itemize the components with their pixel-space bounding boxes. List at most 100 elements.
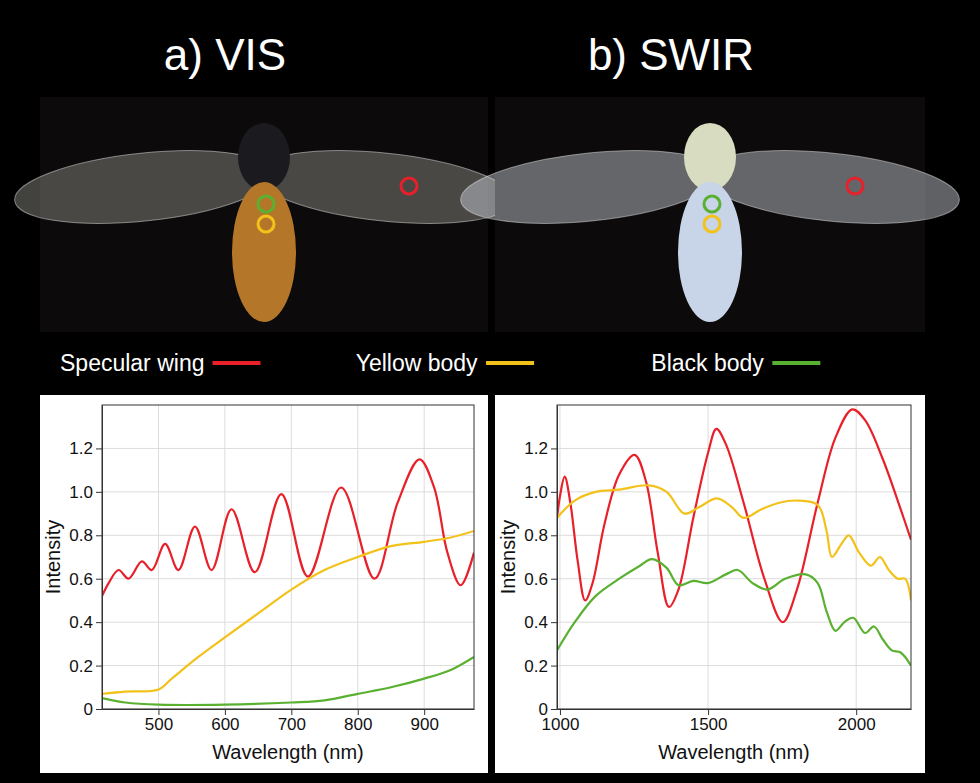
tick-label: 0.4 (524, 613, 548, 632)
sample-marker (847, 178, 863, 194)
panel-title: a) VIS (164, 30, 286, 79)
tick-mark (551, 666, 557, 667)
tick: 0.2 (69, 657, 102, 676)
x-axis: 100015002000 (542, 709, 912, 734)
tick-mark (551, 492, 557, 493)
grid-line (557, 665, 911, 666)
tick-label: 0.6 (69, 570, 93, 589)
grid-line (557, 448, 911, 449)
tick-mark (551, 535, 557, 536)
tick-mark (551, 622, 557, 623)
thorax (684, 123, 736, 191)
tick-label: 0 (84, 700, 93, 719)
tick-mark (551, 709, 557, 710)
tick-label: 800 (344, 715, 372, 734)
legend-label: Black body (651, 350, 764, 376)
tick-label: 700 (278, 715, 306, 734)
tick: 0.2 (524, 657, 557, 676)
y-axis-title: Intensity (42, 520, 64, 594)
tick: 0 (539, 700, 557, 719)
grid-line (102, 535, 474, 536)
tick-label: 0.8 (524, 526, 548, 545)
grid-line (557, 578, 911, 579)
tick-mark (96, 622, 102, 623)
grid-line (102, 491, 474, 492)
tick-label: 0 (539, 700, 548, 719)
plot-area (102, 459, 474, 705)
tick-mark (96, 579, 102, 580)
tick-label: 1.0 (69, 483, 93, 502)
tick: 0.4 (524, 613, 557, 632)
tick: 900 (410, 709, 438, 734)
tick-label: 1.0 (524, 483, 548, 502)
tick: 0.8 (69, 526, 102, 545)
grid (557, 405, 911, 709)
tick-label: 0.8 (69, 526, 93, 545)
tick-label: 500 (145, 715, 173, 734)
tick-mark (551, 448, 557, 449)
tick-label: 0.2 (524, 657, 548, 676)
x-axis-title: Wavelength (nm) (658, 741, 810, 763)
grid-line (856, 405, 857, 709)
grid (102, 405, 474, 709)
tick: 500 (145, 709, 173, 734)
tick: 0.6 (69, 570, 102, 589)
grid-line (559, 405, 560, 709)
x-axis: 500 600 700 800 900 (103, 709, 475, 734)
tick: 700 (278, 709, 306, 734)
abdomen (678, 182, 742, 322)
legend-swatch (772, 361, 820, 365)
tick: 800 (344, 709, 372, 734)
legend-swatch (212, 361, 260, 365)
sample-marker (401, 178, 417, 194)
grid-line (291, 405, 292, 709)
grid-line (424, 405, 425, 709)
legend: Specular wing Yellow body Black body (60, 350, 820, 376)
tick-mark (96, 448, 102, 449)
tick-label: 1500 (690, 715, 728, 734)
tick: 1500 (690, 709, 728, 734)
tick: 1.2 (524, 439, 557, 458)
legend-label: Specular wing (60, 350, 204, 376)
chart-box (495, 395, 925, 773)
panel: a) VIS 500 600 700 800 900 0 0.2 0.4 0.6 0.8 1.0 1.2… (11, 30, 517, 773)
panel: b) SWIR10001500200000.20.40.60.81.01.2Wa… (457, 30, 963, 773)
photo (11, 97, 517, 332)
sample-marker (258, 216, 274, 232)
grid-line (557, 535, 911, 536)
tick-mark (96, 666, 102, 667)
x-axis-title: Wavelength (nm) (212, 741, 364, 763)
panel-title: b) SWIR (588, 30, 754, 79)
tick: 1.2 (69, 439, 102, 458)
grid-line (224, 405, 225, 709)
series-line (557, 409, 911, 622)
tick: 0 (84, 700, 102, 719)
y-axis: 0 0.2 0.4 0.6 0.8 1.0 1.2 (69, 406, 102, 719)
tick: 0.6 (524, 570, 557, 589)
abdomen (232, 182, 296, 322)
figure: a) VIS 500 600 700 800 900 0 0.2 0.4 0.6 0.8 1.0 1.2… (0, 0, 980, 783)
legend-label: Yellow body (356, 350, 478, 376)
grid-line (102, 622, 474, 623)
tick-label: 600 (211, 715, 239, 734)
tick-label: 2000 (838, 715, 876, 734)
tick: 1.0 (524, 483, 557, 502)
tick: 1.0 (69, 483, 102, 502)
plot-frame (102, 405, 474, 709)
axis-line (558, 709, 912, 710)
thorax (238, 123, 290, 191)
series-line (102, 459, 474, 596)
tick-mark (96, 709, 102, 710)
grid-line (102, 448, 474, 449)
y-axis-title: Intensity (497, 520, 519, 594)
axis-line (557, 406, 558, 710)
sample-marker (258, 196, 274, 212)
tick: 2000 (838, 709, 876, 734)
sample-marker (704, 216, 720, 232)
tick-label: 0.2 (69, 657, 93, 676)
plot-frame (557, 405, 911, 709)
y-axis: 0 0.2 0.4 0.6 0.8 1.0 1.2 (524, 406, 557, 719)
series-line (102, 657, 474, 705)
tick-mark (551, 579, 557, 580)
tick-label: 0.4 (69, 613, 93, 632)
